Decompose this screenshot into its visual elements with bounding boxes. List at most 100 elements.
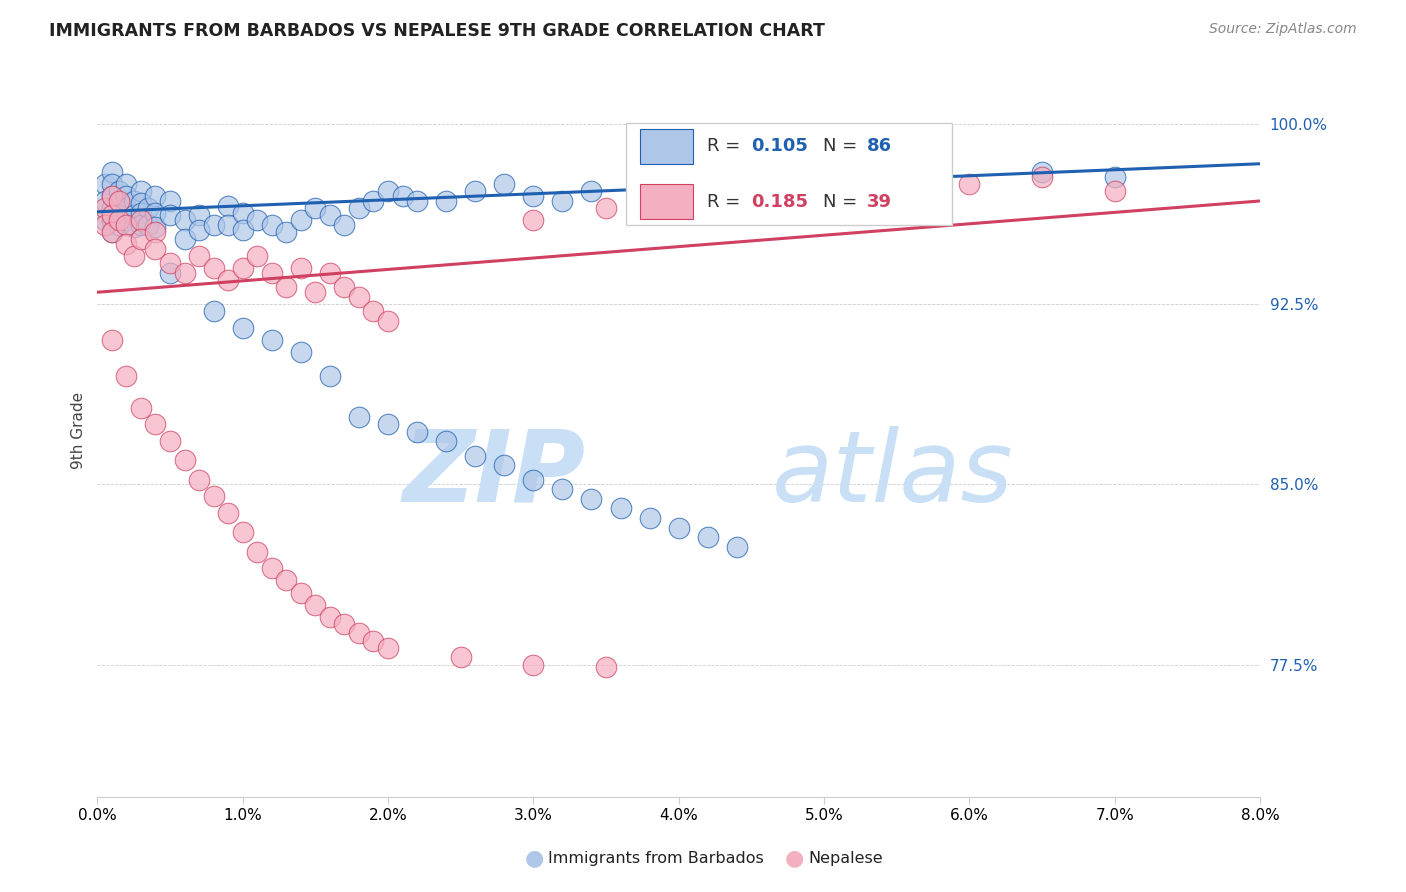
- Point: [115, 218, 138, 232]
- Point: [434, 194, 457, 208]
- Point: [93, 177, 115, 191]
- Point: [101, 165, 124, 179]
- Point: [93, 218, 115, 232]
- Point: [304, 285, 326, 300]
- Point: [304, 598, 326, 612]
- Point: [188, 249, 211, 263]
- Point: [136, 218, 159, 232]
- Point: [101, 201, 124, 215]
- Point: [93, 213, 115, 227]
- Point: [290, 261, 312, 276]
- Point: [145, 220, 167, 235]
- Point: [115, 237, 138, 252]
- Point: [581, 185, 603, 199]
- Point: [406, 194, 429, 208]
- Point: [129, 185, 152, 199]
- Point: [188, 208, 211, 222]
- Point: [145, 225, 167, 239]
- Point: [188, 223, 211, 237]
- Point: [319, 266, 342, 280]
- Point: [406, 425, 429, 439]
- Point: [122, 208, 145, 222]
- Point: [173, 453, 195, 467]
- Point: [290, 585, 312, 599]
- Point: [232, 223, 254, 237]
- FancyBboxPatch shape: [626, 123, 952, 226]
- Point: [159, 256, 181, 270]
- Point: [101, 213, 124, 227]
- Point: [108, 185, 131, 199]
- Point: [145, 242, 167, 256]
- Point: [1031, 169, 1053, 184]
- Point: [145, 206, 167, 220]
- Point: [494, 458, 516, 473]
- Point: [246, 249, 269, 263]
- Point: [232, 261, 254, 276]
- Point: [595, 660, 617, 674]
- Text: R =: R =: [707, 137, 745, 155]
- Point: [108, 213, 131, 227]
- Point: [333, 218, 356, 232]
- Point: [609, 501, 631, 516]
- Point: [202, 304, 225, 318]
- Point: [93, 201, 115, 215]
- Point: [145, 417, 167, 432]
- Point: [101, 189, 124, 203]
- Point: [173, 213, 195, 227]
- Point: [668, 521, 690, 535]
- Text: 39: 39: [868, 193, 891, 211]
- Point: [93, 194, 115, 208]
- Point: [696, 530, 718, 544]
- Point: [595, 201, 617, 215]
- Point: [108, 218, 131, 232]
- Point: [347, 201, 370, 215]
- Point: [217, 506, 239, 520]
- Point: [159, 266, 181, 280]
- Point: [740, 177, 762, 191]
- Text: Source: ZipAtlas.com: Source: ZipAtlas.com: [1209, 22, 1357, 37]
- Point: [347, 626, 370, 640]
- Point: [522, 213, 544, 227]
- Point: [217, 218, 239, 232]
- Point: [108, 194, 131, 208]
- Point: [246, 544, 269, 558]
- Text: N =: N =: [823, 137, 863, 155]
- Point: [122, 249, 145, 263]
- Point: [232, 206, 254, 220]
- Point: [115, 201, 138, 215]
- Point: [115, 213, 138, 227]
- Point: [101, 225, 124, 239]
- Text: IMMIGRANTS FROM BARBADOS VS NEPALESE 9TH GRADE CORRELATION CHART: IMMIGRANTS FROM BARBADOS VS NEPALESE 9TH…: [49, 22, 825, 40]
- Point: [122, 194, 145, 208]
- Point: [115, 189, 138, 203]
- Point: [290, 345, 312, 359]
- Point: [101, 208, 124, 222]
- FancyBboxPatch shape: [640, 185, 693, 219]
- Point: [232, 321, 254, 335]
- Point: [276, 225, 298, 239]
- Point: [232, 525, 254, 540]
- Point: [202, 490, 225, 504]
- Point: [129, 206, 152, 220]
- Point: [129, 218, 152, 232]
- Point: [108, 196, 131, 211]
- Point: [115, 369, 138, 384]
- Point: [522, 657, 544, 672]
- Point: [129, 196, 152, 211]
- Point: [377, 185, 399, 199]
- Text: ●: ●: [524, 848, 544, 868]
- Point: [377, 417, 399, 432]
- Point: [260, 266, 283, 280]
- Point: [217, 273, 239, 287]
- Point: [136, 201, 159, 215]
- Point: [725, 540, 748, 554]
- Point: [101, 333, 124, 347]
- Point: [464, 449, 486, 463]
- Text: ●: ●: [785, 848, 804, 868]
- Point: [122, 220, 145, 235]
- Point: [276, 574, 298, 588]
- Point: [217, 199, 239, 213]
- Point: [551, 194, 574, 208]
- Point: [363, 194, 385, 208]
- Point: [391, 189, 413, 203]
